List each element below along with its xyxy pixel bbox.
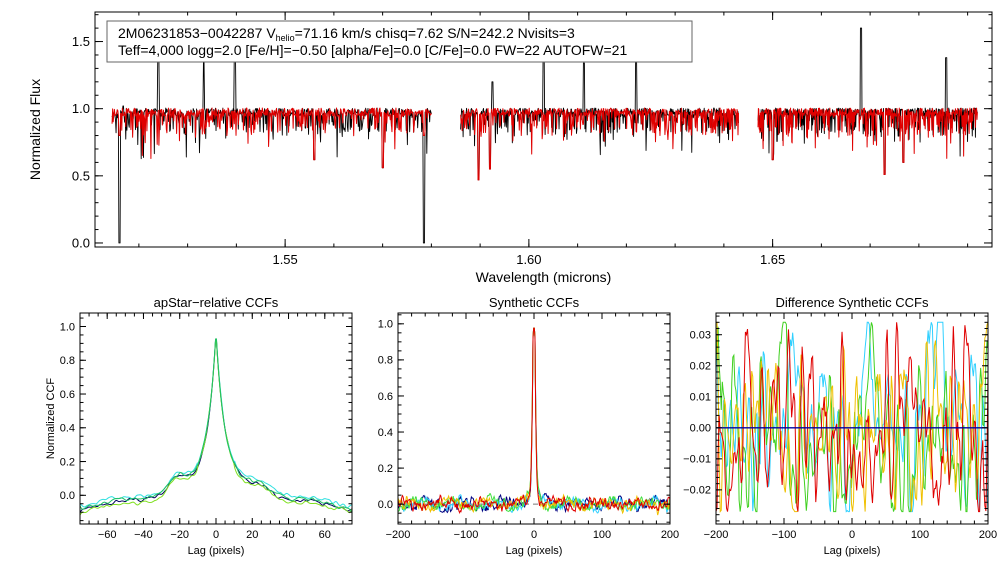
x-tick-label: 20 (246, 529, 258, 541)
visit 4-ccf-line (80, 338, 352, 513)
chart-title: Difference Synthetic CCFs (776, 295, 929, 310)
x-tick-label: −200 (386, 529, 411, 541)
x-tick-label: 200 (979, 529, 997, 541)
visit 2-synthetic-ccf-line (398, 327, 670, 514)
x-tick-label: 100 (911, 529, 929, 541)
difference_ccf-panel: −200 −100 0 100 200 −0.02 −0.01 0.00 0.01 0.02 0.0… (683, 295, 997, 557)
y-tick-label: 0.2 (60, 456, 75, 468)
y-axis-label: Normalized CCF (45, 378, 57, 460)
x-tick-label: 40 (282, 529, 294, 541)
y-axis-label: Normalized Flux (27, 79, 43, 180)
visit 5-synthetic-ccf-line (398, 327, 670, 515)
visit 3-ccf-line (80, 340, 352, 516)
axes-frame (94, 11, 993, 248)
x-tick-label: −20 (170, 529, 189, 541)
chart-title: Synthetic CCFs (489, 295, 580, 310)
y-tick-label: 0.00 (690, 423, 711, 435)
y-tick-label: 0.02 (690, 361, 711, 373)
x-tick-label: −40 (134, 529, 153, 541)
x-tick-label: 200 (661, 529, 679, 541)
spectrum-panel: 1.55 1.60 1.65 0.0 0.5 1.0 1.5 Wavelength (micr… (27, 11, 993, 285)
x-tick-label: 1.60 (516, 252, 541, 267)
spectrum-plot-area (111, 27, 978, 244)
y-tick-label: 0.8 (378, 355, 393, 367)
x-tick-label: 0 (849, 529, 855, 541)
visit 3-difference-line (716, 321, 988, 513)
y-tick-label: 0.8 (60, 355, 75, 367)
annotation-box: 2M06231853−0042287 Vhelio=71.16 km/s chi… (106, 20, 693, 63)
y-tick-label: 0.2 (378, 463, 393, 475)
model-spectrum-line (460, 107, 739, 181)
y-tick-label: 1.5 (72, 34, 90, 49)
x-tick-label: −60 (98, 529, 117, 541)
y-tick-label: 1.0 (72, 101, 90, 116)
difference_ccf-plot-area (716, 321, 988, 513)
model-spectrum-line (757, 107, 978, 175)
y-tick-label: −0.02 (683, 485, 711, 497)
x-tick-label: 100 (593, 529, 611, 541)
synthetic_ccf-plot-area (398, 327, 670, 516)
visit 3-synthetic-ccf-line (398, 327, 670, 513)
synthetic_ccf-panel: −200 −100 0 100 200 0.0 0.2 0.4 0.6 0.8 1.0 Synthet… (378, 295, 679, 557)
y-tick-label: 0.4 (378, 427, 393, 439)
x-axis-label: Lag (pixels) (188, 545, 245, 557)
x-axis-label: Lag (pixels) (506, 545, 563, 557)
x-tick-label: 1.55 (272, 252, 297, 267)
x-tick-label: 60 (319, 529, 331, 541)
summary-values: =71.16 km/s chisq=7.62 S/N=242.2 Nvisits… (295, 25, 575, 41)
annotation-frame (106, 20, 693, 63)
visit 1-synthetic-ccf-line (398, 327, 670, 514)
x-tick-label: 0 (213, 529, 219, 541)
y-tick-label: 0.5 (72, 168, 90, 183)
chart-title: apStar−relative CCFs (154, 295, 279, 310)
x-tick-label: −100 (454, 529, 479, 541)
y-tick-label: 0.0 (72, 236, 90, 251)
visit 4-difference-line (716, 322, 988, 513)
visit 4-synthetic-ccf-line (398, 327, 670, 516)
y-tick-label: 0.4 (60, 423, 75, 435)
observed-spectrum-line (757, 27, 978, 175)
axes-frame (397, 312, 671, 525)
annotation-line-1: 2M06231853−0042287 Vhelio=71.16 km/s chi… (118, 25, 575, 43)
y-tick-label: 0.0 (60, 490, 75, 502)
y-tick-label: −0.01 (683, 454, 711, 466)
apstar_ccf-plot-area (80, 338, 352, 516)
axes-frame (715, 312, 989, 525)
visit 2-ccf-line (80, 339, 352, 509)
x-axis-label: Wavelength (microns) (476, 269, 612, 285)
visit 1-ccf-line (80, 339, 352, 513)
y-tick-label: 0.03 (690, 330, 711, 342)
model-spectrum-line (111, 107, 432, 169)
y-tick-label: 0.0 (378, 499, 393, 511)
apstar_ccf-panel: −60 −40 −20 0 20 40 60 0.0 0.2 0.4 0.6 0.8 1.0 apStar… (45, 295, 353, 557)
star-id: 2M06231853−0042287 (118, 25, 266, 41)
y-tick-label: 0.6 (378, 391, 393, 403)
axes-frame (79, 312, 353, 525)
vhelio-label: V (266, 25, 276, 41)
x-axis-label: Lag (pixels) (824, 545, 881, 557)
y-tick-label: 0.6 (60, 389, 75, 401)
y-tick-label: 1.0 (378, 319, 393, 331)
annotation-line-2: Teff=4,000 logg=2.0 [Fe/H]=−0.50 [alpha/… (118, 42, 627, 58)
x-tick-label: 0 (531, 529, 537, 541)
x-tick-label: −100 (772, 529, 797, 541)
x-tick-label: 1.65 (760, 252, 785, 267)
y-tick-label: 0.01 (690, 392, 711, 404)
vhelio-subscript: helio (276, 33, 295, 43)
x-tick-label: −200 (704, 529, 729, 541)
y-tick-label: 1.0 (60, 321, 75, 333)
